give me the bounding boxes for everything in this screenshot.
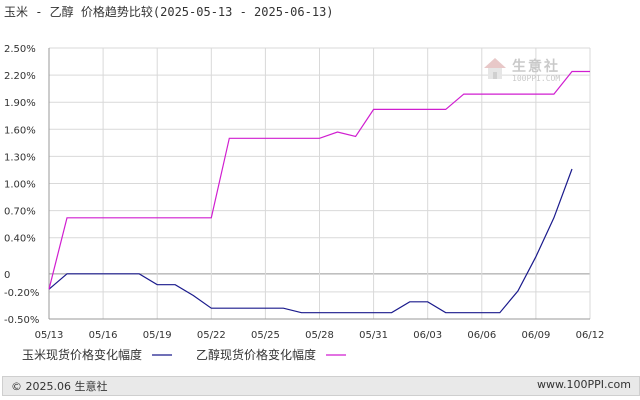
series-layer bbox=[48, 70, 590, 314]
chart-title: 玉米 - 乙醇 价格趋势比较(2025-05-13 - 2025-06-13) bbox=[4, 5, 334, 19]
y-tick-label: 0 bbox=[4, 270, 10, 281]
y-tick-label: 2.50% bbox=[4, 44, 36, 55]
y-tick-label: 1.00% bbox=[4, 180, 36, 191]
house-icon bbox=[484, 58, 506, 79]
x-tick-label: 05/19 bbox=[143, 330, 172, 341]
x-tick-label: 05/22 bbox=[197, 330, 226, 341]
x-tick-label: 05/16 bbox=[89, 330, 118, 341]
x-tick-label: 05/25 bbox=[251, 330, 280, 341]
watermark-text: 生意社 bbox=[512, 59, 560, 75]
x-tick-label: 06/09 bbox=[521, 330, 550, 341]
x-tick-label: 05/28 bbox=[305, 330, 334, 341]
y-tick-label: -0.50% bbox=[4, 315, 39, 326]
grid-layer bbox=[48, 47, 591, 320]
y-tick-label: 2.20% bbox=[4, 71, 36, 82]
series-line-ethanol bbox=[48, 70, 590, 290]
series-line-corn bbox=[48, 168, 573, 314]
axis-layer: 2.50% 2.20% 1.90% 1.60% 1.30% 1.00% 0.70% 0.40%… bbox=[4, 44, 604, 341]
footer-bar: © 2025.06 生意社 www.100PPI.com bbox=[2, 376, 640, 396]
y-tick-label: 1.90% bbox=[4, 98, 36, 109]
y-tick-label: 1.60% bbox=[4, 125, 36, 136]
legend-label: 乙醇现货价格变化幅度 bbox=[196, 347, 316, 362]
x-tick-label: 06/03 bbox=[413, 330, 442, 341]
watermark-url: 100PPI.COM bbox=[512, 74, 561, 83]
legend: 玉米现货价格变化幅度 乙醇现货价格变化幅度 bbox=[22, 347, 347, 362]
footer-site-link[interactable]: www.100PPI.com bbox=[537, 378, 631, 391]
line-chart: 2.50% 2.20% 1.90% 1.60% 1.30% 1.00% 0.70% 0.40%… bbox=[4, 44, 604, 362]
y-tick-label: -0.20% bbox=[4, 288, 39, 299]
x-tick-label: 06/06 bbox=[467, 330, 496, 341]
legend-label: 玉米现货价格变化幅度 bbox=[22, 347, 142, 362]
y-tick-label: 1.30% bbox=[4, 152, 36, 163]
x-tick-label: 05/31 bbox=[359, 330, 388, 341]
watermark-logo: 生意社 100PPI.COM bbox=[482, 56, 578, 86]
y-tick-label: 0.70% bbox=[4, 207, 36, 218]
x-tick-label: 06/12 bbox=[576, 330, 605, 341]
x-tick-label: 05/13 bbox=[35, 330, 64, 341]
y-tick-label: 0.40% bbox=[4, 234, 36, 245]
footer-copyright: © 2025.06 生意社 bbox=[11, 380, 108, 393]
